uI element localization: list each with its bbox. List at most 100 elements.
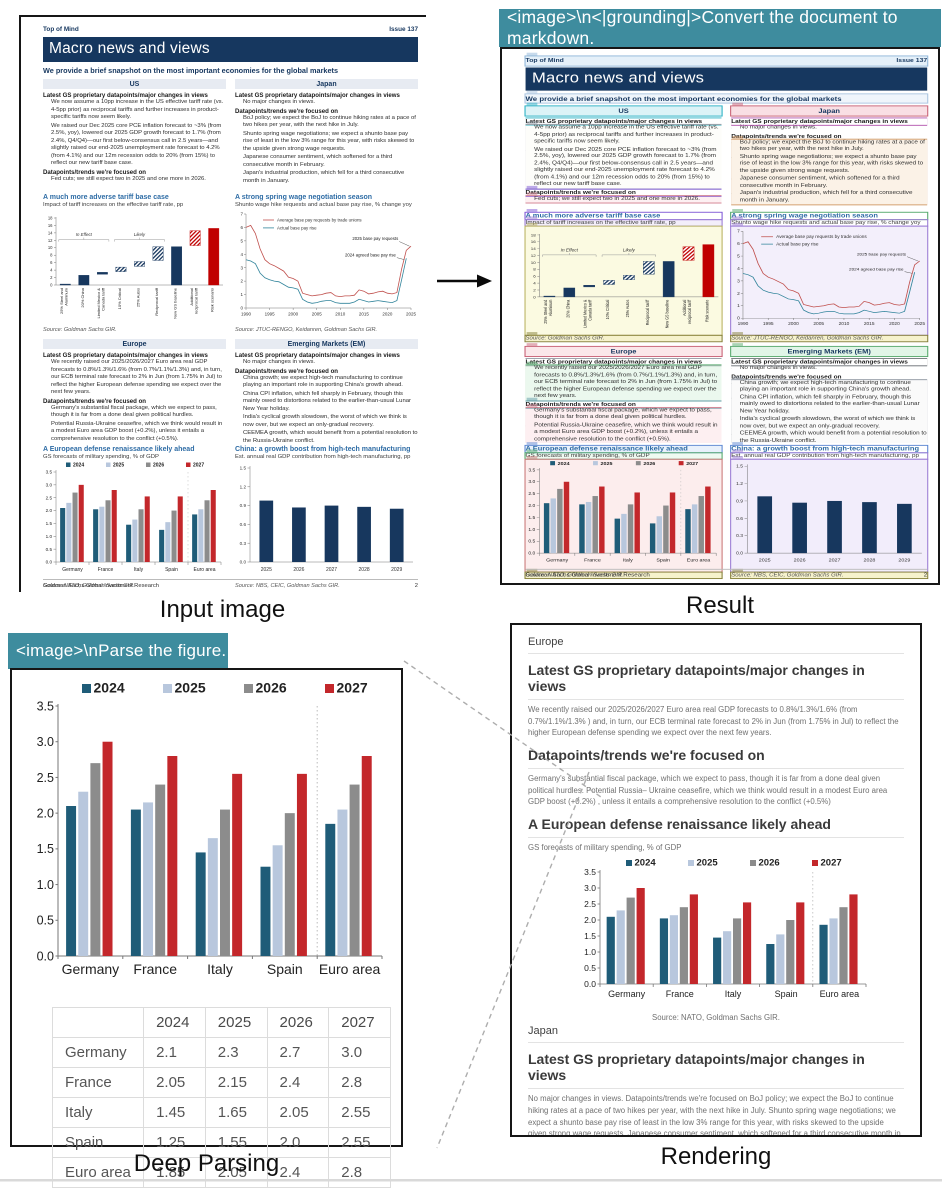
render-eu-paragraph-2: Germany's substantial fiscal package, wh… (528, 774, 888, 807)
svg-text:5: 5 (737, 254, 740, 259)
svg-text:0: 0 (737, 316, 740, 321)
svg-text:2025: 2025 (697, 858, 719, 869)
svg-text:Italy: Italy (623, 558, 633, 564)
chart-source: Source: Goldman Sachs GIR. (524, 332, 723, 343)
doc-subtitle: We provide a brief snapshot on the most … (524, 90, 929, 104)
svg-text:0: 0 (240, 306, 243, 311)
svg-text:Limited Mexico &: Limited Mexico & (582, 299, 587, 327)
svg-text:Spain: Spain (165, 567, 178, 573)
section-text-us: Latest GS proprietary datapoints/major c… (43, 91, 226, 191)
svg-text:2015: 2015 (864, 321, 875, 326)
svg-text:0.3: 0.3 (736, 534, 743, 539)
bullet-item: No major changes in views. (243, 99, 418, 107)
svg-text:16: 16 (48, 223, 53, 228)
bullet-item: Japan's industrial production, which fel… (740, 191, 927, 205)
svg-text:2: 2 (50, 275, 53, 280)
svg-text:France: France (584, 558, 601, 564)
svg-text:2025: 2025 (914, 321, 925, 326)
chart-source: Source: NBS, CEIC, Goldman Sachs GIR. (235, 583, 340, 589)
svg-text:1.0: 1.0 (584, 947, 596, 957)
svg-text:0: 0 (50, 282, 53, 287)
svg-text:1.5: 1.5 (528, 515, 535, 520)
svg-text:3.0: 3.0 (528, 480, 535, 485)
doc-header-left: Top of Mind (525, 57, 564, 64)
chart-subtitle: Est. annual real GDP contribution from h… (235, 454, 411, 460)
bullet-item: Germany's substantial fiscal package, wh… (534, 407, 721, 421)
svg-text:1.5: 1.5 (240, 466, 247, 471)
svg-text:Canada tariff: Canada tariff (101, 287, 106, 311)
svg-text:Spain: Spain (267, 961, 303, 977)
svg-text:0.0: 0.0 (528, 551, 535, 556)
svg-text:3.5: 3.5 (528, 468, 535, 473)
bullet-item: Shunto spring wage negotiations; we expe… (243, 131, 418, 154)
svg-text:0.5: 0.5 (46, 547, 53, 552)
result-panel: Top of Mind Issue 137 Macro news and views… (500, 47, 940, 585)
section-text-em: Latest GS proprietary datapoints/major c… (235, 351, 418, 443)
svg-text:2025: 2025 (113, 463, 124, 469)
svg-text:2024 agreed base pay rise: 2024 agreed base pay rise (345, 252, 396, 257)
chart-title: A strong spring wage negotiation season (235, 194, 373, 201)
chart-japan_wages: 0 1 2 3 4 5 6 7 1990 1995 2000 2005 2010 2015 2020 2025… (730, 222, 929, 336)
svg-text:14: 14 (48, 230, 53, 235)
svg-text:In Effect: In Effect (76, 232, 93, 237)
svg-text:2024: 2024 (94, 682, 125, 696)
chart-subtitle: GS forecasts of military spending, % of … (524, 449, 723, 460)
svg-text:France: France (666, 989, 694, 999)
svg-text:New GS baseline: New GS baseline (664, 299, 669, 328)
chart-title: China: a growth boost from high-tech man… (730, 442, 929, 454)
input-image-caption: Input image (159, 596, 286, 623)
svg-text:reciprocal tariff: reciprocal tariff (193, 287, 198, 314)
svg-text:2024: 2024 (558, 461, 570, 467)
result-caption: Result (685, 592, 755, 619)
bullet-item: China CPI inflation, which fell sharply … (740, 394, 927, 415)
svg-text:2025: 2025 (175, 682, 206, 696)
svg-text:4: 4 (50, 268, 53, 273)
input-document: Top of Mind Issue 137 Macro news and views… (21, 17, 428, 594)
svg-text:2026: 2026 (643, 461, 655, 467)
svg-text:3.5: 3.5 (46, 470, 53, 475)
bullet-item: Japanese consumer sentiment, which softe… (740, 176, 927, 190)
svg-text:2.0: 2.0 (528, 503, 535, 508)
section-heading-1: Latest GS proprietary datapoints/major c… (731, 357, 928, 367)
arrow-icon (437, 274, 492, 288)
svg-text:2000: 2000 (788, 321, 799, 326)
section-bullets-2: Germany's substantial fiscal package, wh… (525, 403, 722, 444)
svg-text:Likely: Likely (134, 232, 146, 237)
svg-text:2010: 2010 (335, 312, 346, 317)
table-cell: Italy (51, 1097, 145, 1128)
bullet-item: No major changes in views. (740, 125, 927, 132)
svg-text:2026: 2026 (256, 682, 287, 696)
svg-text:1.0: 1.0 (528, 527, 535, 532)
svg-text:France: France (98, 567, 114, 573)
chart-us_tariff: 0 2 4 6 8 10 12 14 16 18 25% Steel and Aluminum 20% … (43, 209, 226, 326)
table-header-cell: 2025 (204, 1007, 268, 1038)
input-image-panel: Top of Mind Issue 137 Macro news and views… (19, 15, 428, 594)
svg-text:2015: 2015 (359, 312, 370, 317)
deep-parsing-panel: 0.0 0.5 1.0 1.5 2.0 2.5 3.0 3.5 Germany France Ita… (10, 668, 403, 1188)
bullet-item: Fed cuts; we still expect two in 2025 an… (534, 196, 721, 203)
section-bullets-1: No major changes in views. (731, 125, 927, 132)
section-band-em: Emerging Markets (EM) (730, 343, 929, 358)
svg-text:8: 8 (50, 253, 53, 258)
bullet-item: Potential Russia-Ukraine ceasefire, whic… (534, 422, 721, 443)
doc-footer: Goldman Sachs Global Investment Research… (43, 579, 418, 589)
chart-title: China: a growth boost from high-tech man… (235, 446, 411, 453)
svg-text:2027: 2027 (821, 858, 842, 869)
svg-text:3.0: 3.0 (46, 482, 53, 487)
svg-text:2.0: 2.0 (46, 508, 53, 513)
svg-text:0.0: 0.0 (584, 979, 596, 989)
svg-text:reciprocal tariff: reciprocal tariff (687, 299, 692, 324)
section-bullets-2: Germany's substantial fiscal package, wh… (43, 405, 226, 444)
bullet-item: No major changes in views. (740, 365, 927, 372)
svg-text:Reciprocal tariff: Reciprocal tariff (645, 299, 650, 325)
section-bullets-2: China growth; we expect high-tech manufa… (235, 375, 418, 444)
svg-text:4: 4 (240, 252, 243, 257)
doc-section-us: US Latest GS proprietary datapoints/major… (43, 79, 226, 333)
parsed-bar-chart: 0.0 0.5 1.0 1.5 2.0 2.5 3.0 3.5 Germany France Ita… (22, 680, 391, 995)
svg-text:3.5: 3.5 (37, 699, 54, 713)
table-cell: Euro area (51, 1157, 145, 1188)
svg-text:0.5: 0.5 (528, 539, 535, 544)
svg-text:2020: 2020 (889, 321, 900, 326)
svg-text:1.5: 1.5 (37, 842, 54, 856)
